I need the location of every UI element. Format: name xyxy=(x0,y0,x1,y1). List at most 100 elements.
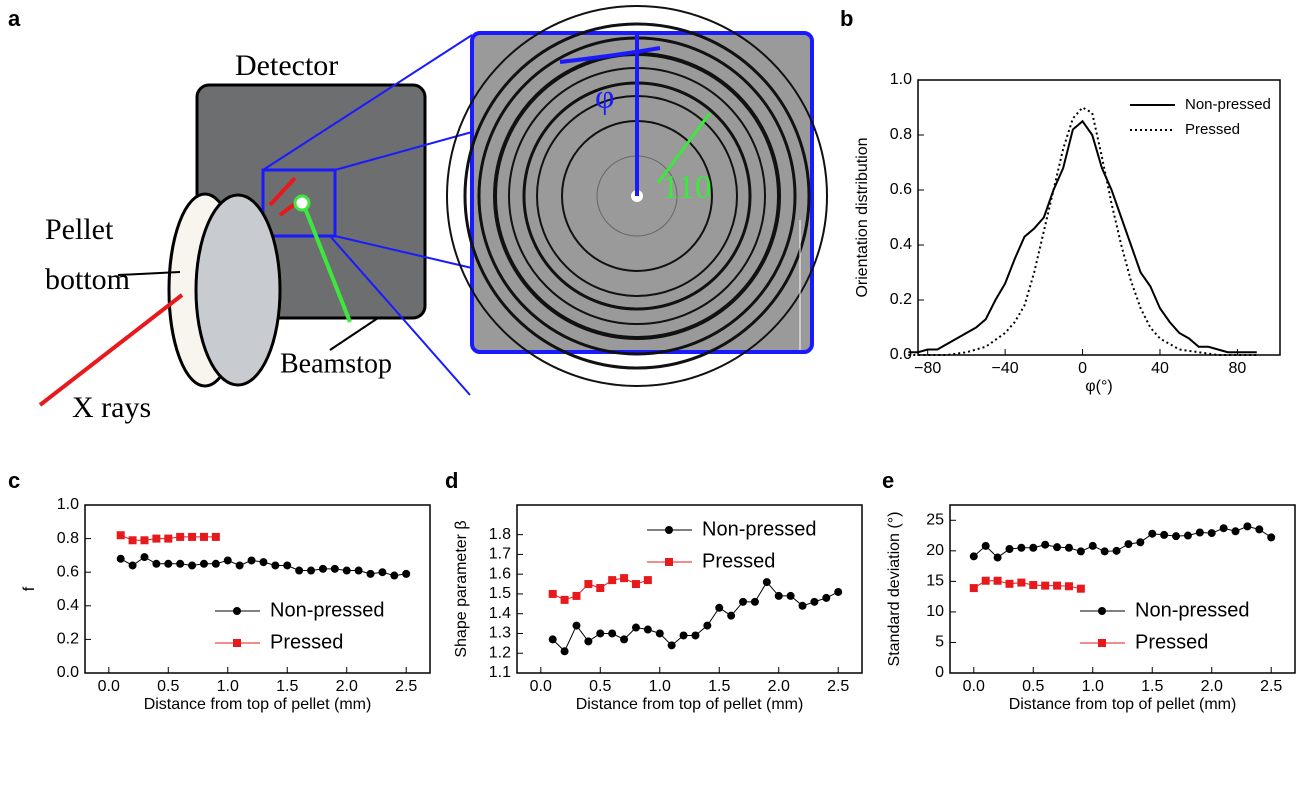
y-tick-label: 0.8 xyxy=(57,530,79,547)
diffraction-image xyxy=(470,31,814,354)
label: Pellet xyxy=(45,213,114,246)
marker xyxy=(247,556,256,565)
x-tick-label: 2.0 xyxy=(1201,678,1223,695)
marker xyxy=(1088,541,1097,550)
marker xyxy=(1172,532,1181,541)
legend-label: Pressed xyxy=(1135,631,1208,653)
x-tick-label: 2.5 xyxy=(827,678,849,695)
y-tick-label: 0.6 xyxy=(890,181,912,198)
marker xyxy=(152,534,161,543)
marker xyxy=(1136,538,1145,547)
marker xyxy=(548,635,557,644)
marker xyxy=(233,607,241,615)
marker xyxy=(679,631,688,640)
y-tick-label: 0.4 xyxy=(57,597,79,614)
marker xyxy=(390,571,399,580)
marker xyxy=(307,566,316,575)
marker xyxy=(1267,533,1276,542)
y-axis-label: Orientation distribution xyxy=(854,137,871,297)
marker xyxy=(969,552,978,561)
panel-label: e xyxy=(882,468,894,493)
legend-label: Pressed xyxy=(270,631,343,653)
plot-frame xyxy=(949,504,1296,674)
zoom-box xyxy=(261,168,337,238)
marker xyxy=(116,554,125,563)
marker xyxy=(620,635,629,644)
x-tick-label: 2.0 xyxy=(336,678,358,695)
x-tick-label: 2.0 xyxy=(768,678,790,695)
marker xyxy=(993,553,1002,562)
pointer xyxy=(117,271,181,276)
marker xyxy=(1231,527,1240,536)
marker xyxy=(1017,543,1026,552)
marker xyxy=(1100,547,1109,556)
x-tick-label: 0.0 xyxy=(963,678,985,695)
x-tick-label: 1.5 xyxy=(1141,678,1163,695)
marker xyxy=(620,574,629,583)
marker xyxy=(548,589,557,598)
marker xyxy=(1029,581,1038,590)
y-tick-label: 1.4 xyxy=(489,605,511,622)
x-tick-label: 40 xyxy=(1151,360,1169,377)
y-tick-label: 10 xyxy=(926,603,944,620)
marker xyxy=(631,623,640,632)
label: Detector xyxy=(235,49,338,82)
beamstop xyxy=(303,207,352,323)
label: X rays xyxy=(72,391,151,424)
panel-label: d xyxy=(445,468,458,493)
marker xyxy=(665,526,673,534)
marker xyxy=(1124,540,1133,549)
x-axis-label: Distance from top of pellet (mm) xyxy=(1009,696,1237,713)
marker xyxy=(330,564,339,573)
marker xyxy=(1064,543,1073,552)
marker xyxy=(667,641,676,650)
series-line xyxy=(973,580,1081,590)
marker xyxy=(703,621,712,630)
legend-label: Non-pressed xyxy=(270,599,385,621)
x-tick-label: 1.5 xyxy=(276,678,298,695)
marker xyxy=(786,591,795,600)
x-tick-label: 2.5 xyxy=(1260,678,1282,695)
pellet-front xyxy=(194,193,282,387)
marker xyxy=(1255,525,1264,534)
marker xyxy=(572,591,581,600)
marker xyxy=(715,603,724,612)
marker xyxy=(318,564,327,573)
legend-label: Pressed xyxy=(1185,121,1240,138)
marker xyxy=(1160,530,1169,539)
marker xyxy=(584,637,593,646)
marker xyxy=(1076,547,1085,556)
marker xyxy=(993,576,1002,585)
marker xyxy=(584,580,593,589)
x-tick-label: 0 xyxy=(1078,360,1087,377)
x-tick-label: 2.5 xyxy=(395,678,417,695)
marker xyxy=(822,593,831,602)
y-tick-label: 0.4 xyxy=(890,236,912,253)
label: 110 xyxy=(662,169,712,206)
panel-label: c xyxy=(8,468,20,493)
x-tick-label: 0.5 xyxy=(157,678,179,695)
marker xyxy=(1005,544,1014,553)
legend-label: Non-pressed xyxy=(702,518,817,540)
x-tick-label: 1.0 xyxy=(1082,678,1104,695)
marker xyxy=(1098,639,1106,647)
marker xyxy=(1183,531,1192,540)
y-tick-label: 5 xyxy=(935,634,944,651)
marker xyxy=(981,541,990,550)
marker xyxy=(1076,584,1085,593)
series-line xyxy=(908,106,1257,356)
y-tick-label: 1.2 xyxy=(489,644,511,661)
zoom-line xyxy=(262,34,473,171)
plot-frame xyxy=(917,79,1281,356)
label: φ xyxy=(595,79,615,116)
marker xyxy=(378,568,387,577)
plot-frame xyxy=(84,504,431,674)
x-tick-label: −40 xyxy=(992,360,1019,377)
marker xyxy=(631,580,640,589)
label: Beamstop xyxy=(280,348,392,379)
y-tick-label: 0.6 xyxy=(57,563,79,580)
marker xyxy=(235,561,244,570)
marker xyxy=(1243,522,1252,531)
marker xyxy=(596,584,605,593)
